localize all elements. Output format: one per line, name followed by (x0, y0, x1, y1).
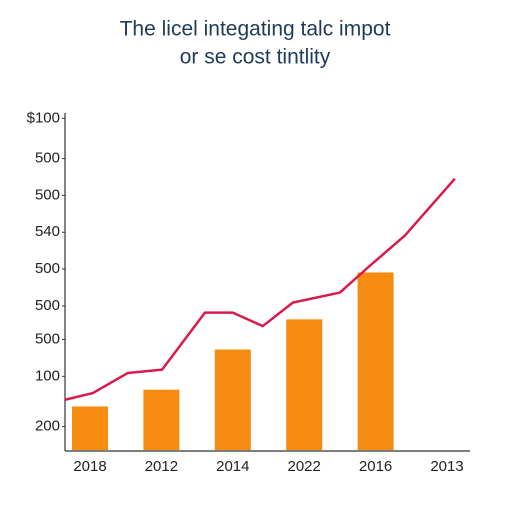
bar (214, 349, 251, 450)
x-tick-label: 2013 (430, 458, 463, 475)
x-tick-label: 2014 (216, 458, 249, 475)
bar (357, 272, 394, 450)
y-tick-label: 500 (35, 186, 60, 203)
chart-title: or se cost tintlity (180, 46, 331, 69)
y-tick-label: 100 (35, 367, 60, 384)
y-tick-label: 500 (35, 297, 60, 314)
y-tick-label: $100 (27, 109, 60, 126)
line (64, 177, 456, 401)
y-tick-label: 500 (35, 330, 60, 347)
x-tick-label: 2022 (288, 458, 321, 475)
y-tick-label: 540 (35, 223, 60, 240)
y-tick-label: 200 (35, 418, 60, 435)
bar (286, 319, 323, 450)
x-tick-label: 2012 (145, 458, 178, 475)
chart-title: The licel integating talc impot (120, 18, 391, 41)
y-tick-label: 500 (35, 260, 60, 277)
y-tick-label: 500 (35, 150, 60, 167)
bar (143, 389, 180, 450)
x-tick-label: 2016 (359, 458, 392, 475)
bar (72, 406, 108, 450)
x-tick-label: 2018 (73, 458, 106, 475)
